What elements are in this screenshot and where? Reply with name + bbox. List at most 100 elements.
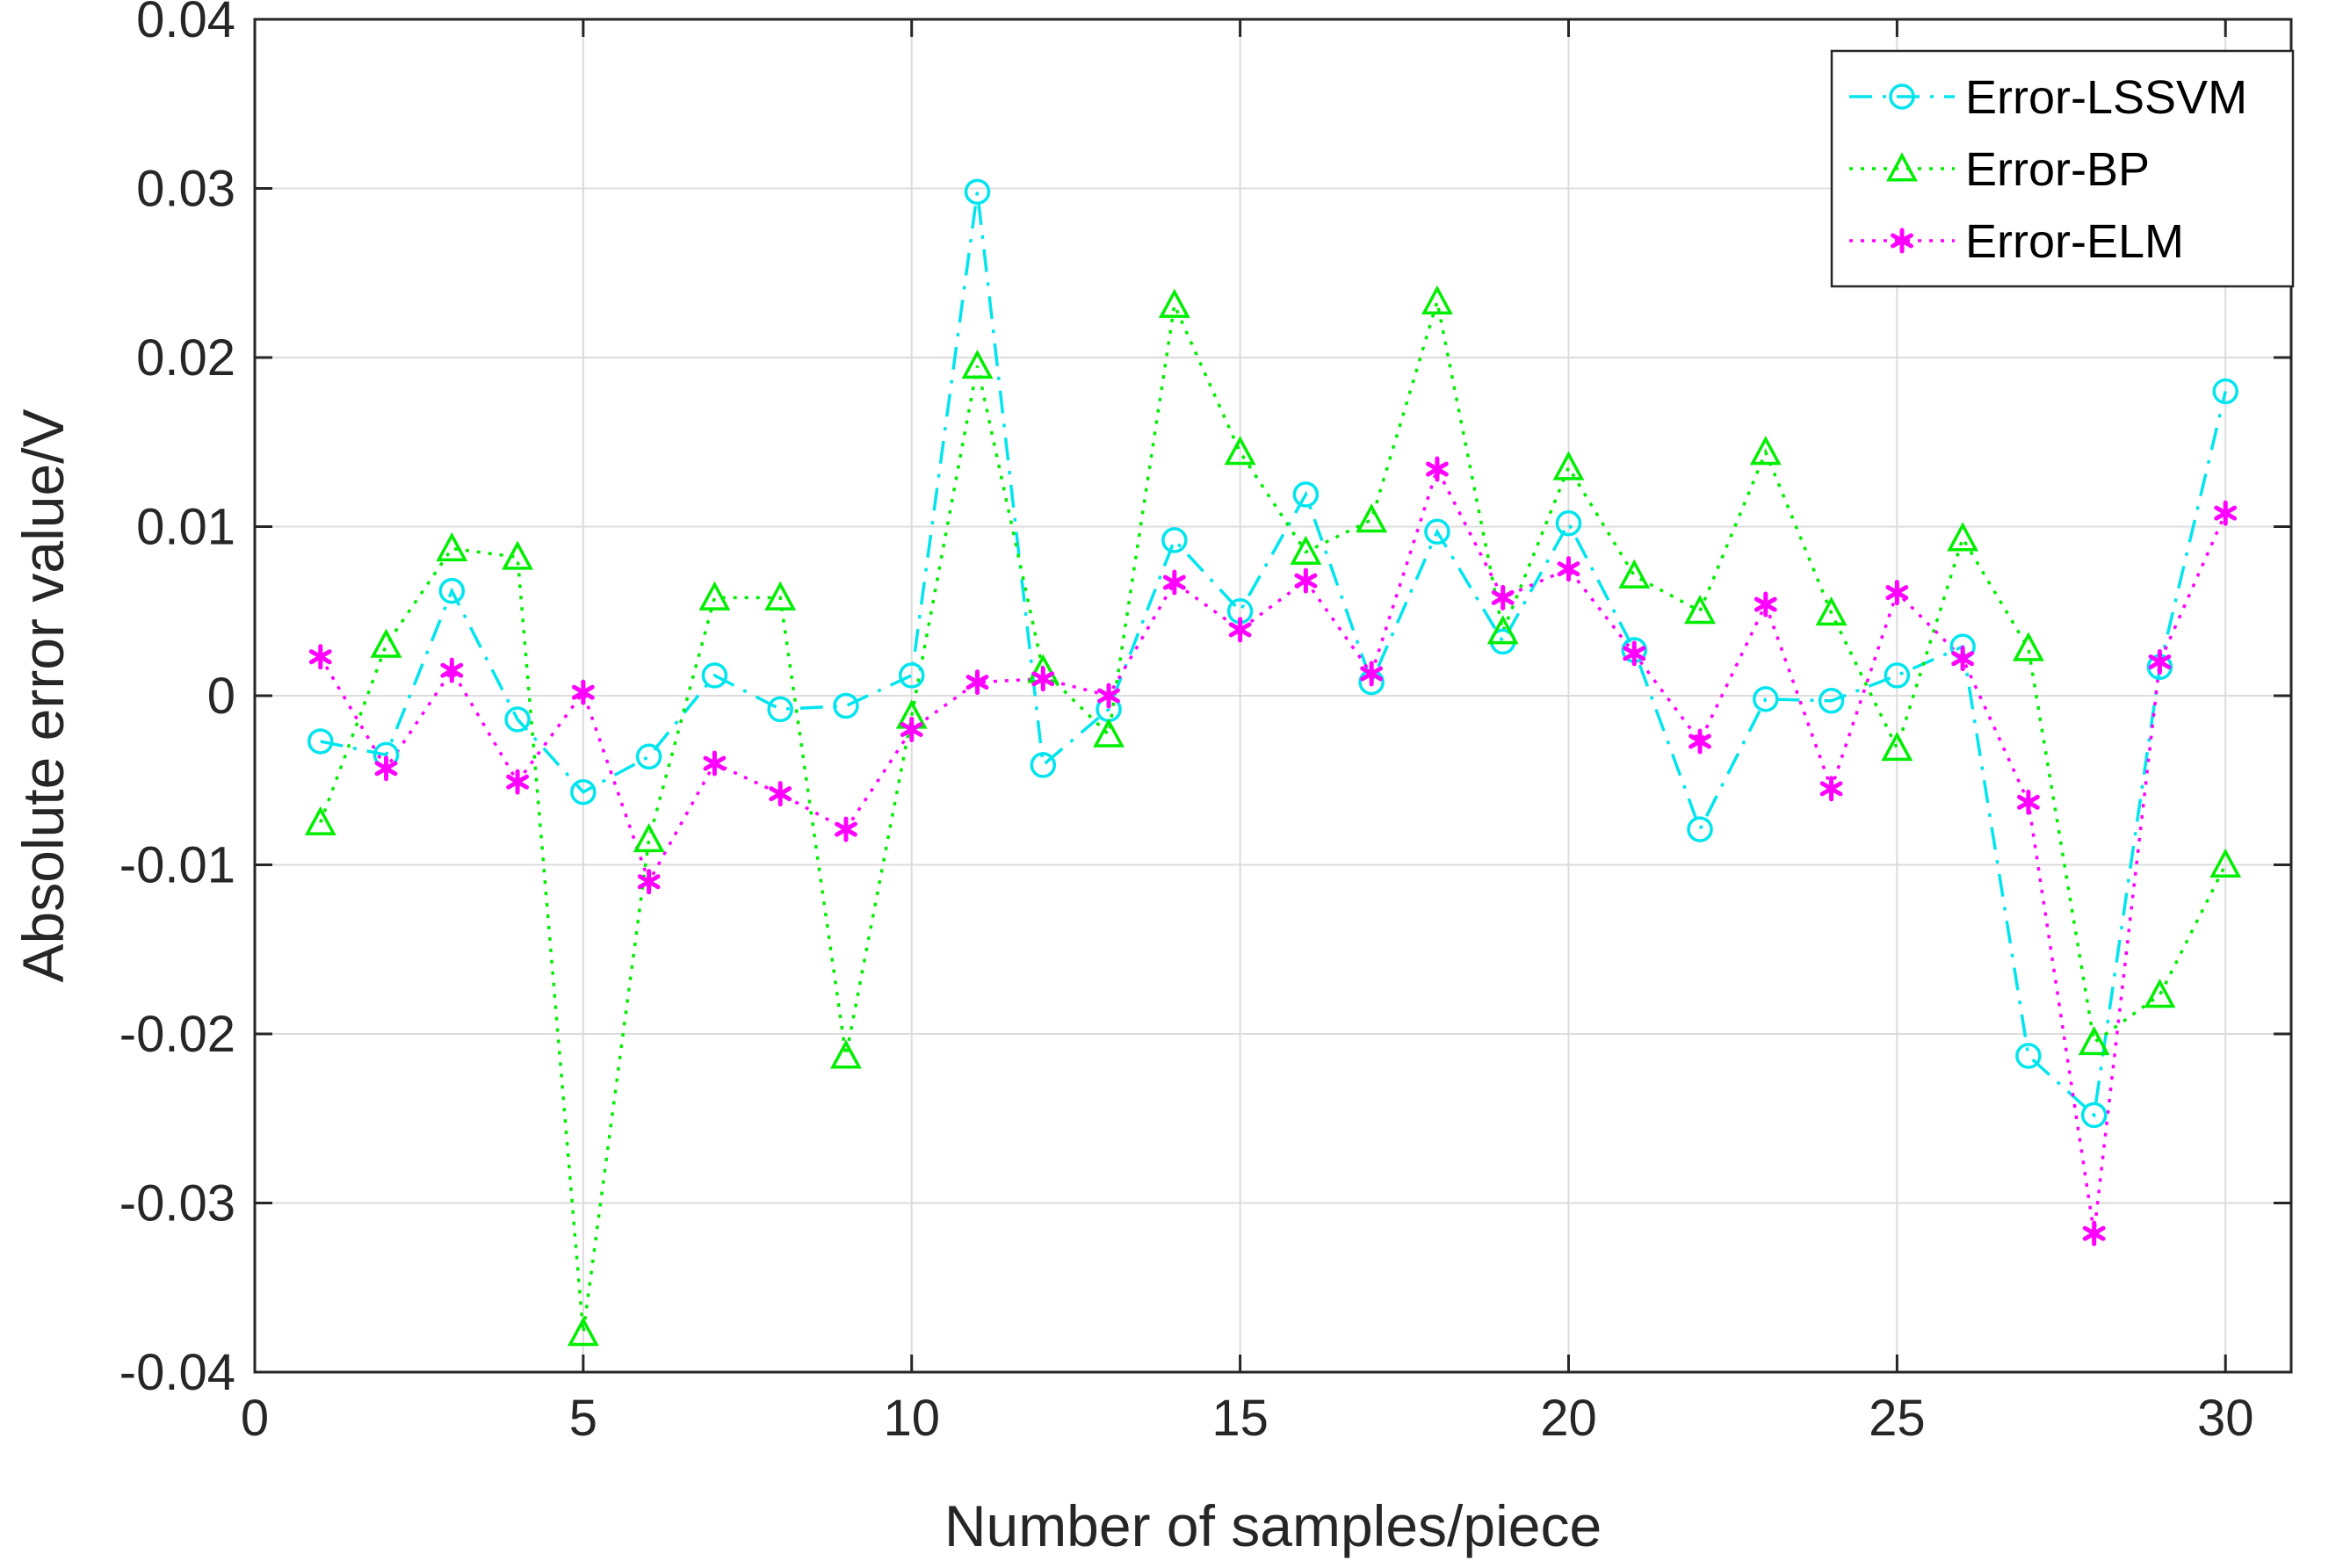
data-point-error-elm — [1557, 556, 1580, 582]
data-point-error-elm — [1097, 683, 1120, 709]
data-point-error-lssvm — [307, 728, 334, 755]
data-point-error-lssvm — [1555, 509, 1582, 537]
asterisk-stroke — [1891, 233, 1913, 249]
series-line-error-lssvm — [320, 191, 2227, 1118]
data-point-error-lssvm — [1424, 518, 1450, 546]
data-point-error-lssvm — [2015, 1043, 2042, 1069]
asterisk-stroke — [1557, 561, 1580, 577]
data-point-error-elm — [308, 644, 332, 670]
data-point-error-lssvm — [964, 178, 991, 206]
asterisk-stroke — [1951, 651, 1975, 667]
data-point-error-bp — [1421, 285, 1453, 314]
data-point-error-lssvm — [1818, 688, 1845, 714]
asterisk-stroke — [900, 722, 923, 737]
data-point-error-bp — [961, 349, 994, 379]
data-point-error-elm — [1031, 666, 1055, 692]
data-point-error-elm — [1294, 567, 1318, 594]
legend-marker-error-elm — [1891, 228, 1913, 254]
data-point-error-lssvm — [2080, 1102, 2108, 1129]
data-point-error-bp — [1093, 718, 1124, 748]
data-point-error-bp — [2209, 848, 2242, 878]
data-point-error-elm — [1360, 661, 1384, 687]
data-point-error-elm — [637, 869, 661, 895]
series-lines — [319, 191, 2227, 1333]
series-markers — [304, 178, 2242, 1347]
data-point-error-bp — [1486, 615, 1519, 645]
asterisk-stroke — [1294, 573, 1318, 589]
legend-label-error-bp: Error-BP — [1965, 143, 2150, 196]
data-point-error-lssvm — [1753, 686, 1779, 712]
asterisk-stroke — [1360, 666, 1384, 682]
data-point-error-lssvm — [635, 743, 662, 770]
asterisk-stroke — [374, 761, 398, 777]
data-point-error-bp — [2012, 632, 2044, 661]
data-point-error-lssvm — [1884, 662, 1911, 689]
data-point-error-bp — [2078, 1025, 2110, 1056]
x-tick-label: 25 — [1869, 1390, 1926, 1447]
x-tick-labels: 0 5 10 15 20 25 30 — [241, 1390, 2254, 1447]
data-point-error-lssvm — [898, 662, 925, 689]
legend-marker-error-bp — [1886, 152, 1918, 182]
data-point-error-lssvm — [1161, 527, 1188, 553]
legend-label-error-lssvm: Error-LSSVM — [1965, 71, 2247, 124]
asterisk-stroke — [637, 874, 661, 890]
asterisk-stroke — [1426, 461, 1449, 477]
asterisk-stroke — [1754, 596, 1777, 612]
data-point-error-bp — [764, 581, 797, 611]
data-point-error-lssvm — [833, 692, 859, 719]
data-point-error-elm — [835, 816, 857, 842]
y-tick-label: 0 — [207, 668, 235, 725]
asterisk-stroke — [1819, 781, 1843, 797]
data-point-error-elm — [1623, 640, 1646, 667]
data-point-error-bp — [1684, 595, 1716, 625]
data-point-error-bp — [1224, 436, 1256, 466]
asterisk-stroke — [2148, 654, 2172, 669]
data-point-error-bp — [1290, 535, 1322, 565]
data-point-error-elm — [571, 679, 595, 705]
data-point-error-elm — [1754, 591, 1777, 618]
series-markers-error-bp — [304, 285, 2242, 1347]
data-point-error-elm — [506, 769, 529, 795]
asterisk-stroke — [965, 675, 989, 690]
asterisk-stroke — [506, 774, 529, 790]
y-axis-label: Absolute error value/V — [11, 408, 76, 982]
data-point-error-bp — [633, 822, 665, 853]
data-point-error-elm — [1491, 584, 1515, 611]
axis-ticks — [253, 18, 2291, 1374]
x-tick-label: 10 — [883, 1390, 940, 1447]
asterisk-stroke — [1491, 589, 1515, 605]
data-point-error-elm — [2082, 1220, 2106, 1246]
data-point-error-elm — [2017, 789, 2040, 815]
x-axis-label: Number of samples/piece — [944, 1493, 1602, 1558]
series-markers-error-elm — [308, 456, 2238, 1246]
asterisk-stroke — [1031, 671, 1055, 687]
asterisk-stroke — [1689, 733, 1711, 749]
y-tick-label: -0.03 — [119, 1175, 235, 1232]
y-tick-label: 0.01 — [136, 499, 235, 556]
data-point-error-lssvm — [438, 577, 466, 604]
data-point-error-bp — [502, 540, 534, 570]
data-point-error-elm — [374, 755, 398, 782]
y-tick-label: 0.03 — [136, 161, 235, 218]
legend-label-error-elm: Error-ELM — [1965, 215, 2184, 268]
data-point-error-bp — [1947, 522, 1979, 552]
data-point-error-bp — [1552, 451, 1585, 481]
x-tick-label: 30 — [2197, 1390, 2254, 1447]
data-point-error-elm — [2214, 500, 2238, 526]
data-point-error-bp — [1749, 436, 1782, 466]
data-point-error-elm — [769, 781, 792, 807]
asterisk-stroke — [440, 662, 464, 678]
asterisk-stroke — [2017, 794, 2040, 810]
series-markers-error-lssvm — [307, 178, 2238, 1129]
y-tick-label: 0.02 — [136, 329, 235, 387]
asterisk-stroke — [1162, 574, 1186, 590]
x-tick-label: 0 — [241, 1390, 269, 1447]
data-point-error-lssvm — [701, 662, 728, 689]
y-tick-label: -0.01 — [119, 837, 235, 894]
data-point-error-elm — [1162, 569, 1186, 596]
asterisk-stroke — [835, 821, 857, 837]
asterisk-stroke — [2214, 505, 2238, 521]
data-point-error-lssvm — [504, 706, 531, 733]
data-point-error-lssvm — [1687, 816, 1713, 842]
data-point-error-elm — [1689, 728, 1711, 755]
